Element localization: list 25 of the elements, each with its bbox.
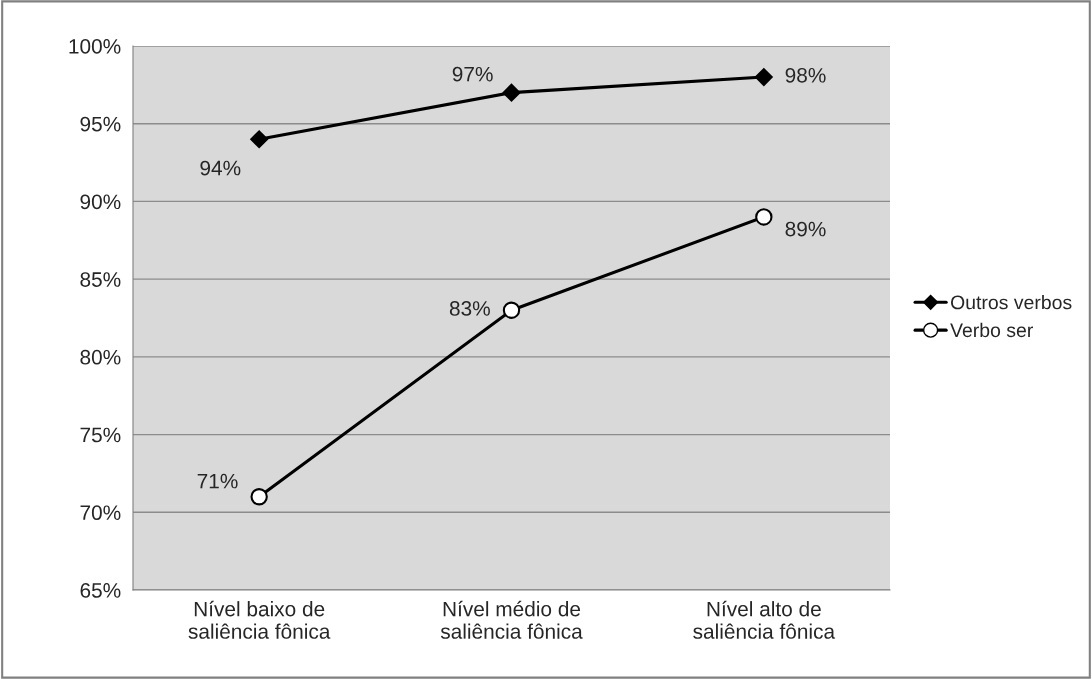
data-label: 94% bbox=[200, 160, 241, 176]
data-label: 89% bbox=[785, 221, 826, 237]
x-tick-label: Nível baixo de saliência fônica bbox=[188, 600, 331, 639]
point bbox=[250, 488, 268, 506]
y-tick-label: 65% bbox=[80, 583, 121, 598]
data-label: 83% bbox=[449, 301, 490, 316]
y-tick-label: 75% bbox=[80, 427, 121, 443]
point bbox=[250, 130, 269, 149]
point bbox=[754, 68, 773, 86]
data-label: 98% bbox=[785, 67, 826, 83]
legend-label: Verbo ser bbox=[950, 322, 1033, 338]
x-tick-label: Nível médio de saliência fônica bbox=[440, 600, 583, 639]
legend-label: Outros verbos bbox=[950, 295, 1072, 310]
point bbox=[502, 83, 521, 102]
y-tick-label: 90% bbox=[80, 194, 121, 210]
point bbox=[755, 208, 773, 226]
point bbox=[502, 301, 521, 319]
data-label: 97% bbox=[452, 66, 493, 82]
data-label: 71% bbox=[197, 473, 238, 489]
y-tick-label: 95% bbox=[80, 116, 121, 132]
x-tick-label: Nível alto de saliência fônica bbox=[693, 600, 836, 639]
y-tick-label: 80% bbox=[80, 349, 121, 365]
y-tick-label: 100% bbox=[69, 39, 121, 54]
y-tick-label: 70% bbox=[80, 505, 121, 521]
y-tick-label: 85% bbox=[80, 272, 121, 287]
